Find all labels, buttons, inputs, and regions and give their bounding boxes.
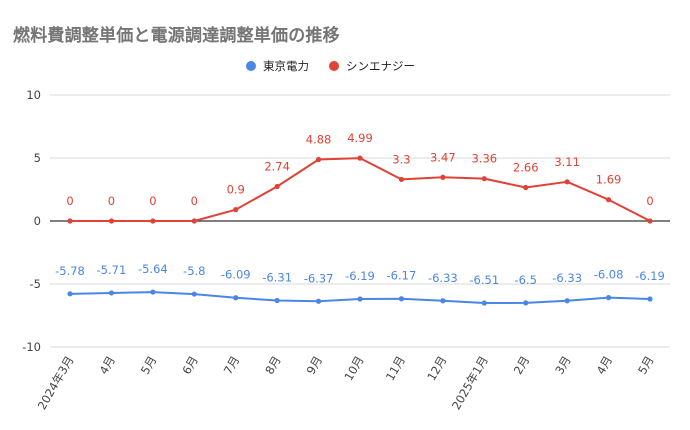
- x-tick-label: 2024年3月: [35, 354, 77, 413]
- x-tick-label: 4月: [96, 354, 118, 377]
- data-label: 3.11: [554, 155, 580, 169]
- data-label: 0: [646, 194, 653, 208]
- data-point: [481, 300, 487, 306]
- data-point: [357, 155, 363, 161]
- data-point: [150, 218, 156, 224]
- data-point: [440, 174, 446, 180]
- data-point: [274, 183, 280, 190]
- data-label: 2.66: [513, 160, 539, 174]
- data-point: [398, 176, 405, 183]
- data-point: [440, 298, 446, 304]
- data-label: -6.08: [594, 268, 624, 282]
- x-tick-label: 4月: [594, 354, 616, 377]
- data-point: [605, 197, 612, 203]
- data-point: [523, 300, 529, 306]
- x-tick-label: 8月: [262, 354, 284, 377]
- data-label: 0: [191, 194, 198, 208]
- data-point: [191, 291, 197, 297]
- x-tick-label: 5月: [138, 354, 160, 377]
- legend-marker: [246, 61, 256, 71]
- data-point: [315, 298, 322, 304]
- data-point: [647, 218, 653, 224]
- y-tick-label: 10: [26, 88, 41, 102]
- data-point: [67, 291, 73, 297]
- data-point: [150, 289, 156, 295]
- data-label: 3.36: [471, 152, 497, 166]
- x-tick-label: 10月: [341, 354, 366, 384]
- data-label: -5.71: [97, 263, 127, 277]
- x-tick-label: 7月: [221, 354, 243, 377]
- x-tick-label: 6月: [179, 354, 201, 377]
- data-label: 3.47: [430, 150, 456, 164]
- data-label: 0.9: [227, 183, 245, 197]
- data-point: [233, 295, 239, 301]
- legend-label: 東京電力: [263, 59, 309, 73]
- data-label: -6.37: [304, 271, 334, 285]
- x-tick-label: 3月: [552, 354, 574, 377]
- y-tick-label: 5: [34, 151, 41, 165]
- data-label: -6.51: [469, 273, 499, 287]
- chart-title: 燃料費調整単価と電源調達調整単価の推移: [13, 26, 340, 46]
- x-tick-label: 12月: [424, 354, 449, 384]
- data-label: 4.99: [347, 131, 373, 145]
- data-point: [523, 184, 529, 191]
- data-label: 0: [149, 194, 156, 208]
- data-label: 1.69: [596, 173, 622, 187]
- data-label: -6.17: [387, 269, 417, 283]
- legend-marker: [329, 61, 339, 71]
- data-point: [191, 218, 197, 224]
- data-point: [274, 297, 280, 304]
- legend-label: シンエナジー: [346, 59, 415, 73]
- data-point: [481, 176, 487, 182]
- data-point: [605, 295, 612, 301]
- x-tick-label: 11月: [383, 354, 408, 384]
- data-label: 2.74: [264, 159, 290, 173]
- y-tick-label: 0: [34, 214, 41, 228]
- data-label: -6.09: [221, 268, 251, 282]
- data-point: [647, 296, 653, 302]
- data-label: -5.8: [183, 264, 205, 278]
- data-label: -6.31: [262, 271, 292, 285]
- y-tick-label: -5: [30, 277, 41, 291]
- data-point: [233, 207, 239, 213]
- data-label: 3.3: [392, 152, 410, 166]
- data-label: -6.33: [552, 271, 582, 285]
- data-label: 0: [66, 194, 73, 208]
- data-point: [357, 296, 363, 302]
- data-label: 4.88: [306, 133, 332, 147]
- x-tick-label: 9月: [304, 354, 326, 377]
- data-label: -6.33: [428, 271, 458, 285]
- x-tick-label: 2025年1月: [449, 354, 491, 413]
- data-point: [564, 179, 570, 185]
- data-label: -6.19: [345, 269, 375, 283]
- data-point: [67, 218, 73, 224]
- data-label: -6.5: [514, 273, 536, 287]
- y-tick-label: -10: [22, 340, 41, 354]
- data-label: -6.19: [635, 269, 665, 283]
- data-point: [315, 156, 322, 163]
- data-point: [564, 298, 570, 304]
- data-point: [108, 218, 115, 224]
- x-tick-label: 5月: [635, 354, 657, 377]
- data-point: [398, 296, 405, 302]
- x-tick-label: 2月: [511, 354, 533, 377]
- data-point: [108, 290, 115, 296]
- data-label: 0: [108, 194, 115, 208]
- data-label: -5.78: [55, 264, 85, 278]
- data-label: -5.64: [138, 262, 168, 276]
